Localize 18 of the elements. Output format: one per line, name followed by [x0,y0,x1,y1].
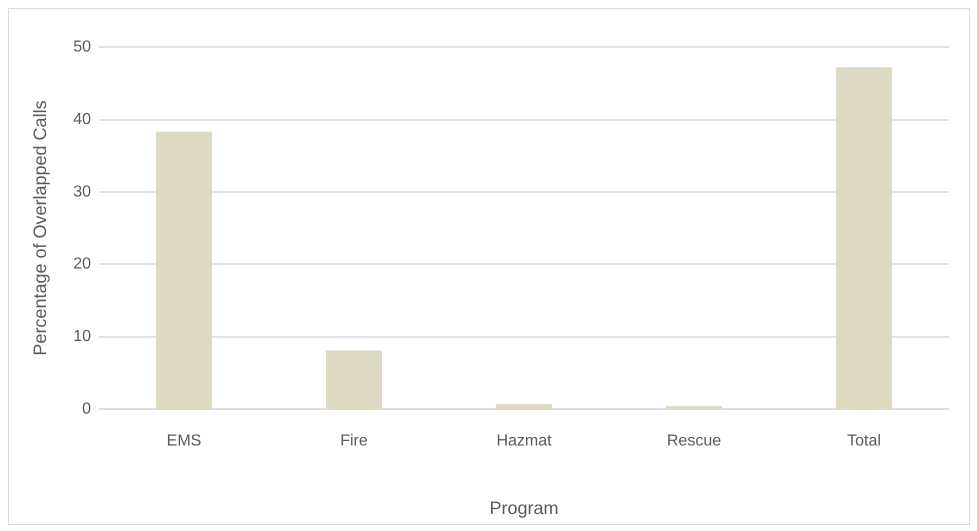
x-tick-label: Fire [340,432,368,450]
y-tick-label: 50 [73,38,92,56]
y-axis-title: Percentage of Overlapped Calls [30,100,50,356]
x-axis-title: Program [489,498,559,518]
y-tick-label: 20 [73,256,92,273]
bar [326,350,382,409]
y-tick-label: 0 [82,400,92,418]
bar [496,404,552,409]
y-tick-label: 40 [73,110,92,128]
y-tick-label: 10 [73,328,92,346]
x-tick-label: Rescue [666,432,722,450]
bar [836,67,892,409]
bar [666,406,722,409]
x-tick-label: EMS [166,432,202,450]
x-tick-label: Hazmat [496,432,552,450]
y-tick-label: 30 [73,183,92,200]
x-tick-label: Total [847,432,881,450]
bar [156,132,212,409]
